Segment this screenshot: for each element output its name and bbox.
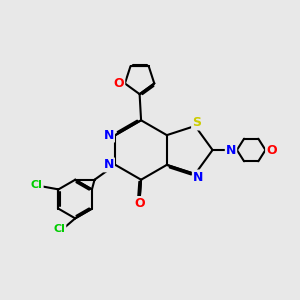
Text: O: O — [114, 77, 124, 90]
Text: N: N — [226, 143, 236, 157]
Text: Cl: Cl — [53, 224, 65, 234]
Text: N: N — [193, 170, 203, 184]
Text: Cl: Cl — [31, 180, 43, 190]
Text: N: N — [103, 129, 114, 142]
Text: S: S — [192, 116, 201, 130]
Text: O: O — [134, 197, 145, 210]
Text: O: O — [266, 143, 277, 157]
Text: N: N — [103, 158, 114, 171]
